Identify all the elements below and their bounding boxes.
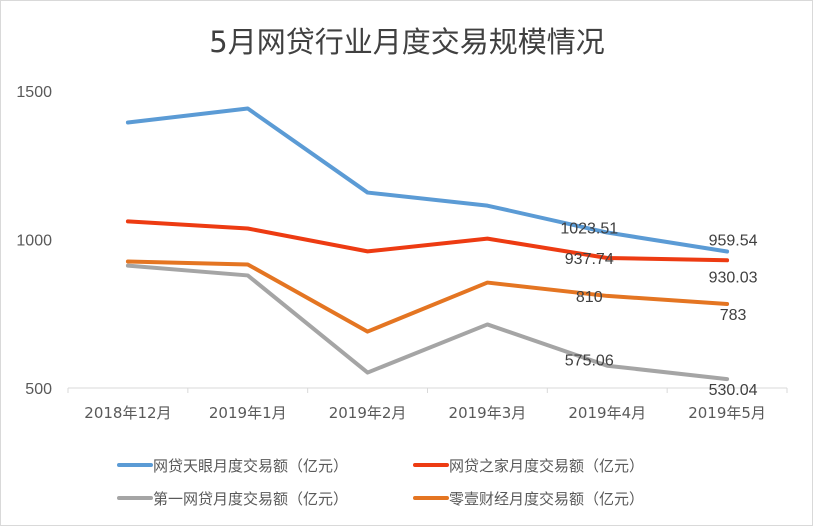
data-label: 783 — [720, 307, 747, 324]
y-tick-label: 500 — [25, 381, 52, 398]
legend-label: 网贷之家月度交易额（亿元） — [449, 457, 644, 475]
legend-label: 零壹财经月度交易额（亿元） — [449, 490, 644, 508]
x-tick-label: 2019年2月 — [329, 404, 407, 422]
data-label: 930.03 — [709, 269, 758, 286]
series-line-0 — [125, 106, 730, 254]
legend: 网贷天眼月度交易额（亿元） 网贷之家月度交易额（亿元） 第一网贷月度交易额（亿元） 零… — [117, 457, 644, 508]
series-lines — [125, 106, 730, 382]
chart-title: 5月网贷行业月度交易规模情况 — [209, 25, 604, 59]
legend-item-2: 第一网贷月度交易额（亿元） — [117, 490, 348, 508]
data-label: 937.74 — [565, 251, 614, 268]
legend-item-3: 零壹财经月度交易额（亿元） — [413, 490, 644, 508]
x-axis: 2018年12月 2019年1月 2019年2月 2019年3月 2019年4月 2019… — [67, 387, 788, 422]
series-line-3 — [125, 259, 730, 334]
data-label: 959.54 — [709, 233, 758, 250]
data-label: 810 — [576, 289, 603, 306]
legend-label: 网贷天眼月度交易额（亿元） — [153, 457, 348, 475]
y-axis: 500 1000 1500 — [16, 84, 52, 398]
data-label: 575.06 — [565, 353, 614, 370]
data-label: 1023.51 — [560, 221, 618, 238]
data-label: 530.04 — [709, 382, 758, 399]
x-tick-label: 2018年12月 — [84, 404, 171, 422]
x-tick-label: 2019年1月 — [209, 404, 287, 422]
x-tick-label: 2019年3月 — [449, 404, 527, 422]
series-line-1 — [125, 219, 730, 263]
y-tick-label: 1000 — [16, 233, 52, 250]
legend-item-0: 网贷天眼月度交易额（亿元） — [117, 457, 348, 475]
y-tick-label: 1500 — [16, 84, 52, 101]
x-tick-label: 2019年4月 — [568, 404, 646, 422]
x-tick-label: 2019年5月 — [688, 404, 766, 422]
data-labels: 1023.51 959.54 937.74 930.03 575.06 530.04 810… — [560, 221, 757, 400]
legend-item-1: 网贷之家月度交易额（亿元） — [413, 457, 644, 475]
series-line-2 — [125, 263, 730, 382]
legend-label: 第一网贷月度交易额（亿元） — [153, 490, 348, 508]
